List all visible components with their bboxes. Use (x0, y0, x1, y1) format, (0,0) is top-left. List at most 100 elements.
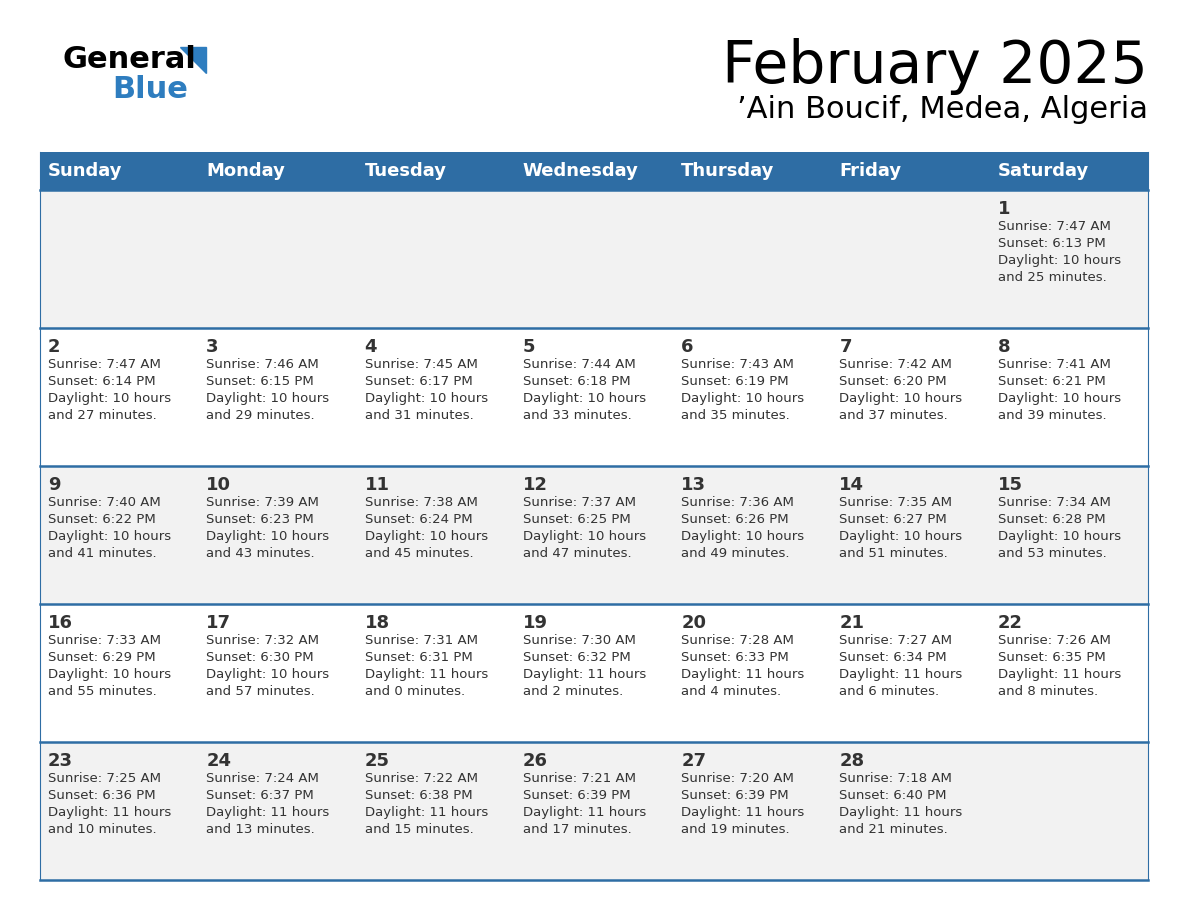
Text: and 15 minutes.: and 15 minutes. (365, 823, 473, 836)
Text: 23: 23 (48, 752, 72, 770)
Text: Sunrise: 7:30 AM: Sunrise: 7:30 AM (523, 634, 636, 647)
Polygon shape (181, 47, 206, 73)
Bar (198, 190, 356, 328)
Bar (198, 742, 356, 880)
Text: Sunset: 6:27 PM: Sunset: 6:27 PM (840, 513, 947, 526)
Text: and 21 minutes.: and 21 minutes. (840, 823, 948, 836)
Text: Daylight: 10 hours: Daylight: 10 hours (523, 530, 646, 543)
Text: 2: 2 (48, 338, 61, 356)
Text: Sunrise: 7:32 AM: Sunrise: 7:32 AM (207, 634, 320, 647)
Text: Daylight: 10 hours: Daylight: 10 hours (998, 254, 1120, 267)
Text: and 33 minutes.: and 33 minutes. (523, 409, 632, 422)
Bar (832, 328, 990, 466)
Text: 26: 26 (523, 752, 548, 770)
Text: Sunrise: 7:18 AM: Sunrise: 7:18 AM (840, 772, 953, 785)
Text: Sunrise: 7:31 AM: Sunrise: 7:31 AM (365, 634, 478, 647)
Text: Sunrise: 7:26 AM: Sunrise: 7:26 AM (998, 634, 1111, 647)
Text: Blue: Blue (112, 75, 188, 104)
Text: ’Ain Boucif, Medea, Algeria: ’Ain Boucif, Medea, Algeria (737, 95, 1148, 124)
Bar (990, 190, 1148, 328)
Text: Daylight: 10 hours: Daylight: 10 hours (998, 392, 1120, 405)
Text: 12: 12 (523, 476, 548, 494)
Text: Sunset: 6:25 PM: Sunset: 6:25 PM (523, 513, 631, 526)
Text: Sunrise: 7:24 AM: Sunrise: 7:24 AM (207, 772, 320, 785)
Bar (832, 466, 990, 604)
Text: Sunset: 6:29 PM: Sunset: 6:29 PM (48, 651, 156, 664)
Text: Sunrise: 7:39 AM: Sunrise: 7:39 AM (207, 496, 320, 509)
Text: Sunrise: 7:21 AM: Sunrise: 7:21 AM (523, 772, 636, 785)
Text: Sunset: 6:37 PM: Sunset: 6:37 PM (207, 789, 314, 802)
Text: and 31 minutes.: and 31 minutes. (365, 409, 473, 422)
Text: Sunset: 6:32 PM: Sunset: 6:32 PM (523, 651, 631, 664)
Text: Sunrise: 7:27 AM: Sunrise: 7:27 AM (840, 634, 953, 647)
Text: Sunset: 6:39 PM: Sunset: 6:39 PM (681, 789, 789, 802)
Text: Sunrise: 7:35 AM: Sunrise: 7:35 AM (840, 496, 953, 509)
Bar (990, 152, 1148, 190)
Text: Daylight: 10 hours: Daylight: 10 hours (998, 530, 1120, 543)
Text: Daylight: 11 hours: Daylight: 11 hours (365, 806, 488, 819)
Text: Daylight: 10 hours: Daylight: 10 hours (207, 668, 329, 681)
Text: 25: 25 (365, 752, 390, 770)
Text: Saturday: Saturday (998, 162, 1089, 180)
Text: 8: 8 (998, 338, 1010, 356)
Bar (356, 742, 514, 880)
Text: Sunrise: 7:38 AM: Sunrise: 7:38 AM (365, 496, 478, 509)
Text: and 29 minutes.: and 29 minutes. (207, 409, 315, 422)
Text: Sunrise: 7:40 AM: Sunrise: 7:40 AM (48, 496, 160, 509)
Text: 1: 1 (998, 200, 1010, 218)
Bar (990, 328, 1148, 466)
Text: 4: 4 (365, 338, 377, 356)
Text: Sunrise: 7:28 AM: Sunrise: 7:28 AM (681, 634, 794, 647)
Bar (356, 152, 514, 190)
Bar (832, 152, 990, 190)
Text: Sunset: 6:30 PM: Sunset: 6:30 PM (207, 651, 314, 664)
Bar (832, 190, 990, 328)
Text: Sunday: Sunday (48, 162, 122, 180)
Bar (40, 466, 198, 604)
Text: Sunrise: 7:44 AM: Sunrise: 7:44 AM (523, 358, 636, 371)
Text: Sunset: 6:14 PM: Sunset: 6:14 PM (48, 375, 156, 388)
Text: Sunrise: 7:47 AM: Sunrise: 7:47 AM (998, 220, 1111, 233)
Text: Friday: Friday (840, 162, 902, 180)
Text: 24: 24 (207, 752, 232, 770)
Bar (514, 190, 674, 328)
Text: Sunset: 6:21 PM: Sunset: 6:21 PM (998, 375, 1106, 388)
Text: Wednesday: Wednesday (523, 162, 639, 180)
Bar (514, 328, 674, 466)
Text: and 0 minutes.: and 0 minutes. (365, 685, 465, 698)
Text: General: General (62, 45, 196, 74)
Text: Sunset: 6:35 PM: Sunset: 6:35 PM (998, 651, 1106, 664)
Text: Sunset: 6:18 PM: Sunset: 6:18 PM (523, 375, 631, 388)
Text: and 43 minutes.: and 43 minutes. (207, 547, 315, 560)
Text: Sunset: 6:13 PM: Sunset: 6:13 PM (998, 237, 1106, 250)
Text: 28: 28 (840, 752, 865, 770)
Text: Daylight: 11 hours: Daylight: 11 hours (840, 668, 962, 681)
Text: Sunrise: 7:45 AM: Sunrise: 7:45 AM (365, 358, 478, 371)
Text: Sunrise: 7:22 AM: Sunrise: 7:22 AM (365, 772, 478, 785)
Text: Daylight: 11 hours: Daylight: 11 hours (523, 668, 646, 681)
Text: Sunset: 6:33 PM: Sunset: 6:33 PM (681, 651, 789, 664)
Text: and 17 minutes.: and 17 minutes. (523, 823, 632, 836)
Bar (674, 604, 832, 742)
Text: Daylight: 10 hours: Daylight: 10 hours (207, 530, 329, 543)
Bar (198, 152, 356, 190)
Bar (674, 466, 832, 604)
Text: 19: 19 (523, 614, 548, 632)
Text: 16: 16 (48, 614, 72, 632)
Text: Sunrise: 7:43 AM: Sunrise: 7:43 AM (681, 358, 794, 371)
Text: Sunrise: 7:47 AM: Sunrise: 7:47 AM (48, 358, 160, 371)
Text: Daylight: 10 hours: Daylight: 10 hours (681, 392, 804, 405)
Text: Sunset: 6:17 PM: Sunset: 6:17 PM (365, 375, 473, 388)
Text: and 4 minutes.: and 4 minutes. (681, 685, 782, 698)
Bar (40, 152, 198, 190)
Text: and 45 minutes.: and 45 minutes. (365, 547, 473, 560)
Bar (356, 466, 514, 604)
Bar (356, 328, 514, 466)
Text: and 27 minutes.: and 27 minutes. (48, 409, 157, 422)
Text: and 49 minutes.: and 49 minutes. (681, 547, 790, 560)
Text: 3: 3 (207, 338, 219, 356)
Bar (198, 328, 356, 466)
Text: Sunset: 6:19 PM: Sunset: 6:19 PM (681, 375, 789, 388)
Text: Sunset: 6:34 PM: Sunset: 6:34 PM (840, 651, 947, 664)
Text: 5: 5 (523, 338, 536, 356)
